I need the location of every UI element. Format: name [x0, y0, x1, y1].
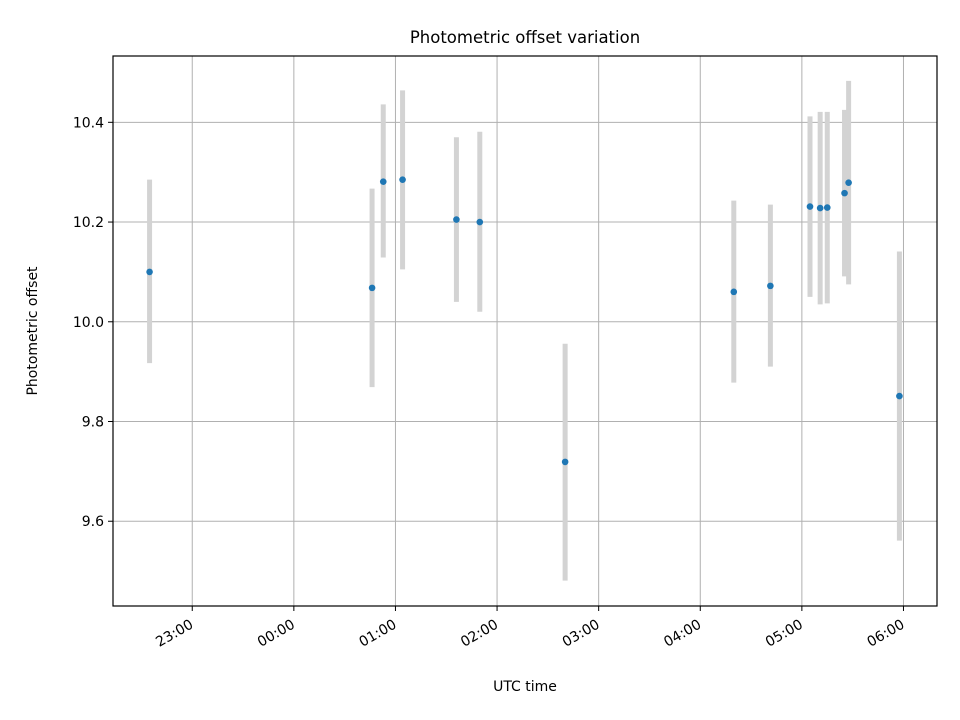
data-point	[730, 288, 738, 296]
data-point	[806, 203, 814, 210]
chart-title: Photometric offset variation	[410, 28, 640, 47]
x-axis-label: UTC time	[493, 679, 557, 695]
data-point	[476, 218, 484, 226]
y-axis-label: Photometric offset	[25, 266, 41, 396]
y-axis-ticks: 9.6 9.8 10.0 10.2 10.4	[73, 115, 113, 530]
data-point	[453, 216, 460, 223]
plot-frame	[112, 55, 938, 607]
data-point	[561, 458, 569, 466]
y-tick-label: 9.6	[82, 514, 104, 530]
data-point	[823, 204, 831, 211]
y-tick-label: 10.0	[73, 315, 104, 331]
y-tick-label: 9.8	[82, 415, 104, 431]
data-point	[816, 204, 824, 212]
data-point	[845, 179, 852, 186]
data-points	[146, 176, 903, 466]
y-tick-label: 10.4	[73, 115, 104, 131]
data-point	[368, 284, 376, 292]
data-point	[767, 282, 774, 290]
data-point	[146, 268, 153, 276]
data-point	[399, 176, 406, 183]
data-point	[379, 178, 387, 185]
y-tick-label: 10.2	[73, 215, 104, 231]
data-point	[896, 392, 903, 400]
grid	[113, 56, 937, 606]
data-point	[841, 189, 848, 197]
